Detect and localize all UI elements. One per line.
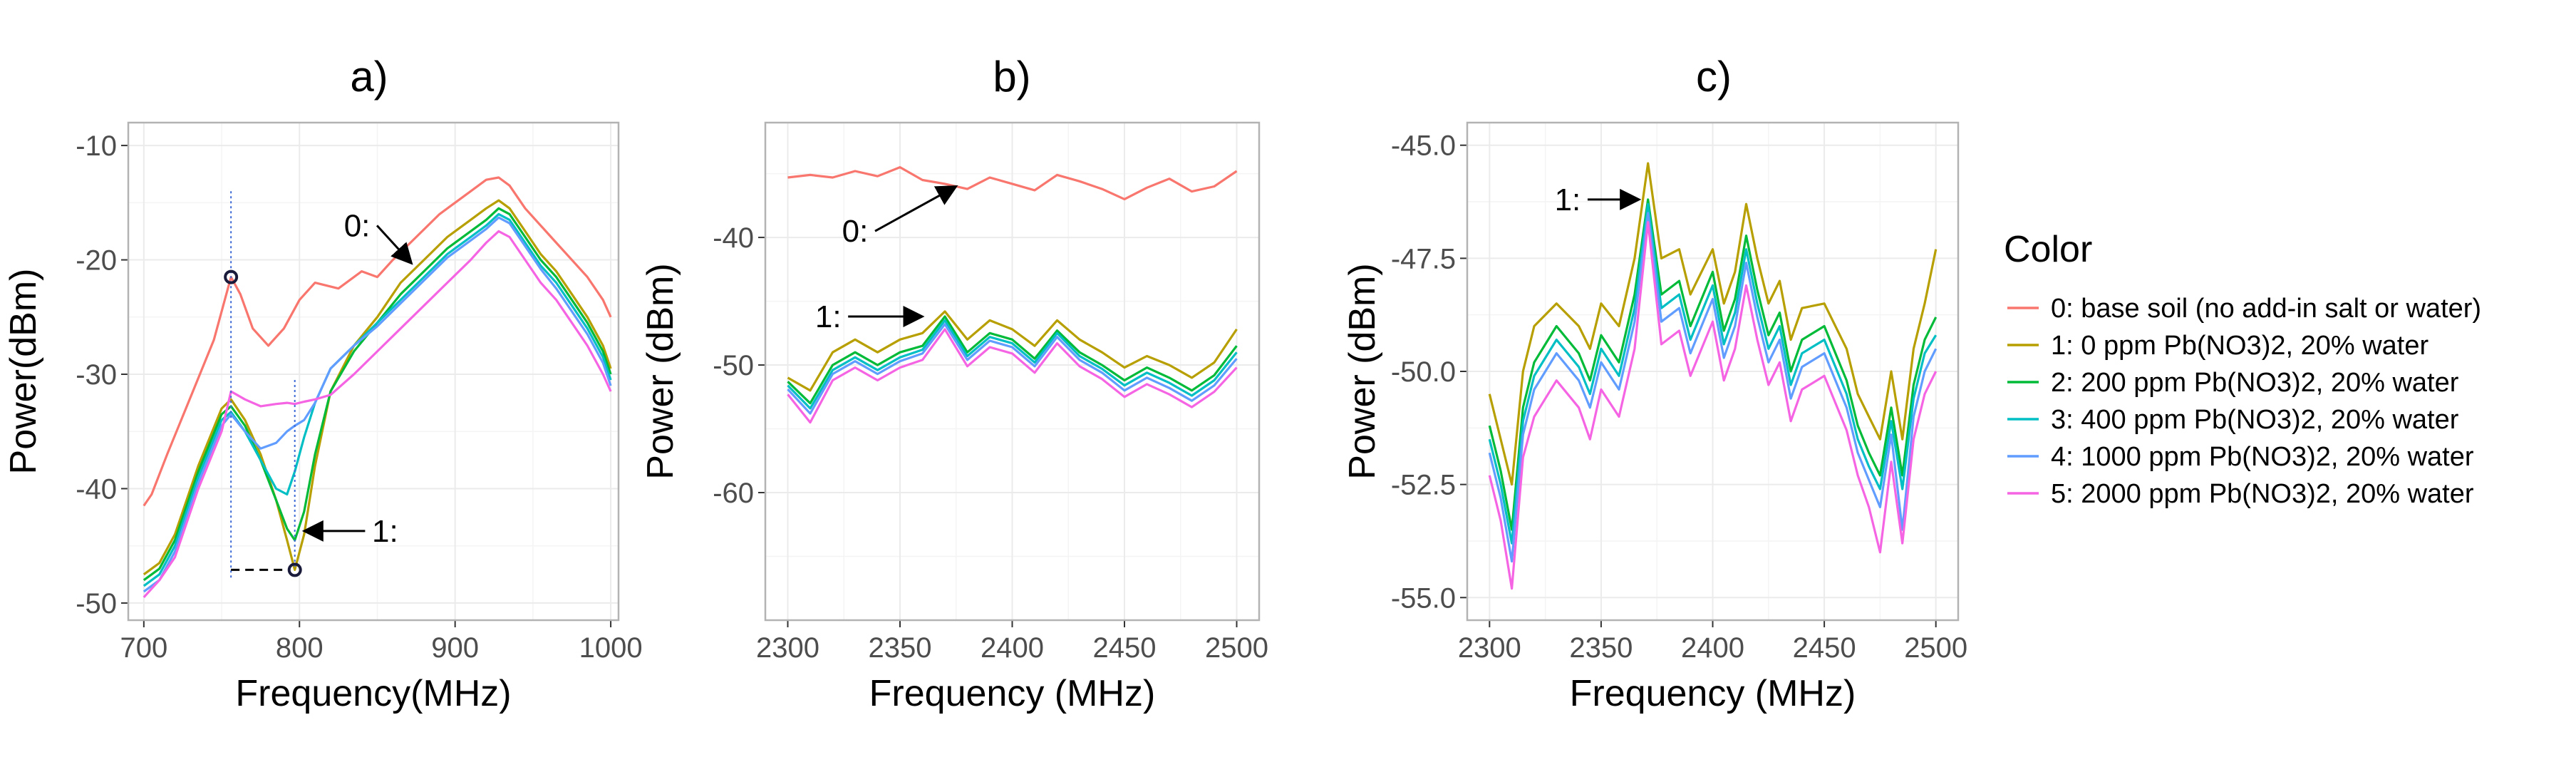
annotation-label: 1:	[372, 514, 398, 549]
series-group	[143, 176, 612, 598]
panel-a: 700 800 900 1000 -50 -40 -30 -20 -10 0: 1: a) Freque…	[3, 53, 643, 714]
x-tick-label: 800	[276, 632, 324, 664]
y-tick-label: -52.5	[1391, 470, 1456, 501]
x-tick-label: 2350	[1569, 632, 1633, 664]
annotation-label: 1:	[815, 299, 842, 334]
y-axis-title: Power (dBm)	[640, 263, 681, 479]
series-group	[787, 166, 1238, 424]
legend-title: Color	[2004, 229, 2092, 270]
x-axis-title: Frequency(MHz)	[235, 673, 511, 714]
x-tick-label: 2300	[1458, 632, 1521, 664]
y-tick-label: -50.0	[1391, 356, 1456, 388]
panel-border	[127, 121, 620, 622]
annotation-arrow	[376, 225, 413, 265]
x-tick-label: 2500	[1205, 632, 1268, 664]
series-line-0	[787, 166, 1238, 200]
series-line-3	[143, 212, 612, 587]
y-tick-label: -50	[713, 350, 754, 381]
y-tick-label: -20	[76, 245, 117, 277]
series-line-3	[787, 319, 1238, 410]
y-tick-label: -50	[76, 588, 117, 619]
panel-c: 2300 2350 2400 2450 2500 -55.0 -52.5 -50.0 -47.5…	[1342, 53, 1967, 714]
x-tick-label: 2300	[756, 632, 819, 664]
y-tick-label: -40	[76, 473, 117, 505]
y-tick-label: -10	[76, 130, 117, 162]
series-line-1	[787, 310, 1238, 392]
y-tick-label: -55.0	[1391, 582, 1456, 614]
x-tick-label: 900	[431, 632, 479, 664]
series-line-4	[1488, 212, 1938, 563]
annotation-label: 0:	[842, 214, 869, 249]
series-line-2	[1488, 198, 1938, 531]
annotation-label: 1:	[1555, 182, 1581, 217]
legend-label-0: 0: base soil (no add-in salt or water)	[2051, 294, 2481, 324]
x-tick-label: 1000	[579, 632, 643, 664]
x-axis-title: Frequency (MHz)	[1570, 673, 1856, 714]
legend-label-5: 5: 2000 ppm Pb(NO3)2, 20% water	[2051, 479, 2474, 509]
point-marker	[287, 562, 302, 577]
x-tick-label: 2450	[1093, 632, 1157, 664]
y-tick-label: -60	[713, 478, 754, 509]
y-tick-label: -40	[713, 222, 754, 254]
y-axis-title: Power(dBm)	[3, 269, 44, 475]
x-tick-label: 2500	[1904, 632, 1967, 664]
legend: Color 0: base soil (no add-in salt or wa…	[2004, 229, 2481, 509]
panel-title: c)	[1696, 53, 1732, 101]
x-tick-label: 2400	[981, 632, 1044, 664]
panel-border	[764, 121, 1261, 622]
series-line-5	[143, 230, 612, 598]
annotation-arrow	[874, 185, 958, 232]
series-line-5	[787, 328, 1238, 424]
y-axis-title: Power (dBm)	[1342, 263, 1383, 479]
legend-label-2: 2: 200 ppm Pb(NO3)2, 20% water	[2051, 368, 2459, 398]
x-axis-title: Frequency (MHz)	[869, 673, 1156, 714]
x-tick-label: 2450	[1793, 632, 1856, 664]
annotation-label: 0:	[344, 208, 371, 243]
series-group	[1488, 162, 1938, 590]
series-line-1	[1488, 162, 1938, 486]
x-tick-label: 700	[120, 632, 167, 664]
point-marker	[224, 269, 239, 284]
series-line-2	[787, 315, 1238, 405]
legend-label-1: 1: 0 ppm Pb(NO3)2, 20% water	[2051, 331, 2428, 361]
y-tick-label: -47.5	[1391, 243, 1456, 274]
panel-b: 2300 2350 2400 2450 2500 -60 -50 -40 0: 1: b) Frequ…	[640, 53, 1268, 714]
series-line-5	[1488, 221, 1938, 590]
panel-title: b)	[993, 53, 1030, 101]
panel-border	[1466, 121, 1960, 622]
x-tick-label: 2400	[1681, 632, 1744, 664]
y-tick-label: -45.0	[1391, 130, 1456, 162]
panel-title: a)	[350, 53, 388, 101]
legend-label-3: 3: 400 ppm Pb(NO3)2, 20% water	[2051, 405, 2459, 435]
series-line-0	[143, 176, 612, 507]
legend-label-4: 4: 1000 ppm Pb(NO3)2, 20% water	[2051, 442, 2474, 472]
series-line-3	[1488, 202, 1938, 545]
y-tick-label: -30	[76, 359, 117, 391]
series-line-4	[787, 323, 1238, 415]
series-line-4	[143, 216, 612, 593]
x-tick-label: 2350	[869, 632, 932, 664]
